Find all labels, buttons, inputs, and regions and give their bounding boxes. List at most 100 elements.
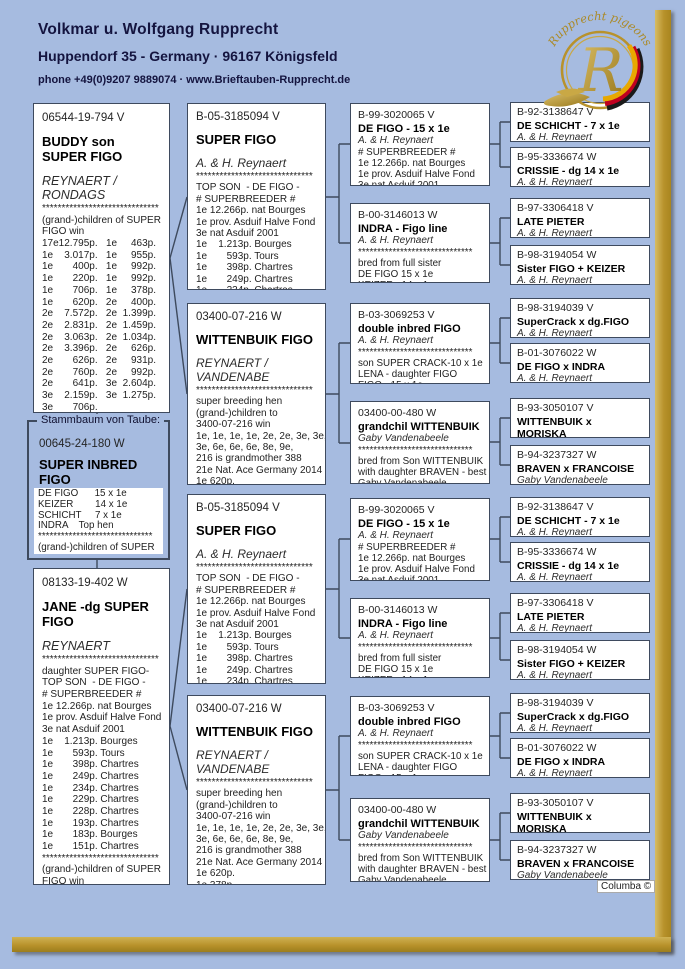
flag-ribbon-red [604,45,641,106]
ring-number: 06544-19-794 V [42,112,125,124]
race-results: ****************************** super bre… [196,777,326,884]
race-results: ****************************** son SUPER… [358,740,483,775]
pedigree-box-gen3: 03400-00-480 W grandchil WITTENBUIK Gaby… [350,401,490,484]
pedigree-box-gen4: B-01-3076022 W DE FIGO x INDRA A. & H. R… [510,343,650,383]
pedigree-box-gen4: B-97-3306418 V LATE PIETER A. & H. Reyna… [510,198,650,238]
strain-label: Gaby Vandenabeele [517,870,608,880]
strain-label: REYNAERT [42,639,110,653]
pigeon-name: DE FIGO - 15 x 1e [358,123,450,135]
race-results: ****************************** (grand-)c… [42,203,161,413]
strain-label: A. & H. Reynaert [517,328,593,338]
ring-number: B-95-3336674 W [517,546,597,558]
ring-number: B-01-3076022 W [517,742,597,754]
pedigree-box-gen3: 03400-00-480 W grandchil WITTENBUIK Gaby… [350,798,490,882]
race-results: ****************************** super bre… [196,385,326,485]
pigeon-name: WITTENBUIK x MORISKA [517,811,592,833]
pedigree-box-sire: 06544-19-794 V BUDDY son SUPER FIGO REYN… [33,103,170,413]
pedigree-box-gen4: B-92-3138647 V DE SCHICHT - 7 x 1e A. & … [510,102,650,142]
ring-number: B-93-3050107 V [517,797,594,809]
race-results: ****************************** bred from… [358,247,473,282]
race-results: # SUPERBREEDER # 1e 12.266p. nat Bourges… [358,542,475,581]
strain-label: A. & H. Reynaert [358,530,434,541]
pigeon-name: SUPER INBRED FIGO [39,457,138,487]
pedigree-box-gen4: B-95-3336674 W CRISSIE - dg 14 x 1e A. &… [510,147,650,187]
ring-number: B-94-3237327 W [517,449,597,461]
race-results: ****************************** daughter … [42,654,162,885]
pedigree-box-gen4: B-94-3237327 W BRAVEN x FRANCOISE Gaby V… [510,840,650,880]
strain-label: Gaby Vandenabeele [517,475,608,485]
ring-number: 03400-07-216 W [196,703,282,715]
pigeon-name: Sister FIGO + KEIZER [517,658,626,670]
loft-contact: phone +49(0)9207 9889074 · www.Brieftaub… [38,74,351,86]
pedigree-box-gen4: B-93-3050107 V WITTENBUIK x MORISKA Gaby… [510,398,650,438]
ring-number: B-97-3306418 V [517,202,594,214]
logo-feather [543,92,590,107]
ring-number: B-98-3194039 V [517,302,594,314]
pigeon-name: BRAVEN x FRANCOISE [517,858,635,870]
strain-label: A. & H. Reynaert [358,728,434,739]
pigeon-name: LATE PIETER [517,216,585,228]
logo-feather-tip [556,88,585,97]
strain-label: A. & H. Reynaert [196,547,287,561]
race-results: ****************************** TOP SON -… [196,171,316,289]
pigeon-name: grandchil WITTENBUIK [358,818,480,830]
pedigree-legend: Stammbaum von Taube: [37,414,165,426]
pedigree-box-gen3: B-00-3146013 W INDRA - Figo line A. & H.… [350,598,490,678]
strain-label: A. & H. Reynaert [358,235,434,246]
ring-number: B-00-3146013 W [358,604,438,616]
strain-label: Gaby Vandenabeele [358,830,449,841]
strain-label: A. & H. Reynaert [358,135,434,146]
ring-number: B-98-3194039 V [517,697,594,709]
pedigree-box-gen4: B-95-3336674 W CRISSIE - dg 14 x 1e A. &… [510,542,650,582]
ring-number: B-95-3336674 W [517,151,597,163]
loft-address: Huppendorf 35 - Germany · 96167 Königsfe… [38,48,338,64]
race-results: # SUPERBREEDER # 1e 12.266p. nat Bourges… [358,147,475,186]
pedigree-box-gen4: B-01-3076022 W DE FIGO x INDRA A. & H. R… [510,738,650,778]
pedigree-box-gen3: B-99-3020065 V DE FIGO - 15 x 1e A. & H.… [350,498,490,581]
pigeon-name: DE FIGO x INDRA [517,756,606,768]
flag-ribbon-black [606,47,644,111]
strain-label: A. & H. Reynaert [517,373,593,383]
pedigree-box-gen2: 03400-07-216 W WITTENBUIK FIGO REYNAERT … [187,303,326,485]
pigeon-name: CRISSIE - dg 14 x 1e [517,165,620,177]
software-credit: Columba © [597,880,656,893]
pigeon-name: grandchil WITTENBUIK [358,421,480,433]
strain-label: REYNAERT / VANDENABE [196,356,270,384]
achievements: DE FIGO 15 x 1e KEIZER 14 x 1e SCHICHT 7… [34,488,163,554]
ring-number: B-92-3138647 V [517,106,594,118]
pedigree-box-gen4: B-97-3306418 V LATE PIETER A. & H. Reyna… [510,593,650,633]
pedigree-box-gen3: B-99-3020065 V DE FIGO - 15 x 1e A. & H.… [350,103,490,186]
strain-label: A. & H. Reynaert [517,275,593,285]
pigeon-name: SuperCrack x dg.FIGO [517,711,630,723]
strain-label: A. & H. Reynaert [517,228,593,238]
pigeon-name: WITTENBUIK FIGO [196,332,313,347]
strain-label: A. & H. Reynaert [517,572,593,582]
pedigree-box-gen3: B-00-3146013 W INDRA - Figo line A. & H.… [350,203,490,283]
pigeon-name: Sister FIGO + KEIZER [517,263,626,275]
pigeon-name: WITTENBUIK x MORISKA [517,416,592,438]
pedigree-box-gen2: B-05-3185094 V SUPER FIGO A. & H. Reynae… [187,103,326,290]
strain-label: A. & H. Reynaert [517,177,593,187]
ring-number: B-99-3020065 V [358,109,435,121]
pedigree-box-gen2: 03400-07-216 W WITTENBUIK FIGO REYNAERT … [187,695,326,885]
pedigree-box-gen4: B-94-3237327 W BRAVEN x FRANCOISE Gaby V… [510,445,650,485]
pedigree-box-gen4: B-98-3194054 W Sister FIGO + KEIZER A. &… [510,640,650,680]
pedigree-box-gen4: B-98-3194039 V SuperCrack x dg.FIGO A. &… [510,298,650,338]
ring-number: B-03-3069253 V [358,309,435,321]
ring-number: B-01-3076022 W [517,347,597,359]
strain-label: A. & H. Reynaert [517,527,593,537]
pigeon-name: DE SCHICHT - 7 x 1e [517,120,620,132]
pigeon-name: DE FIGO - 15 x 1e [358,518,450,530]
pigeon-name: BUDDY son SUPER FIGO [42,134,123,164]
pigeon-name: SUPER FIGO [196,132,277,147]
ring-number: B-93-3050107 V [517,402,594,414]
pigeon-name: INDRA - Figo line [358,223,448,235]
rupprecht-logo: Rupprecht pigeons R [543,9,655,111]
pigeon-name: SuperCrack x dg.FIGO [517,316,630,328]
strain-label: A. & H. Reynaert [196,156,287,170]
race-results: ****************************** bred from… [358,445,487,484]
pedigree-box-gen3: B-03-3069253 V double inbred FIGO A. & H… [350,303,490,384]
strain-label: REYNAERT / VANDENABE [196,748,270,776]
